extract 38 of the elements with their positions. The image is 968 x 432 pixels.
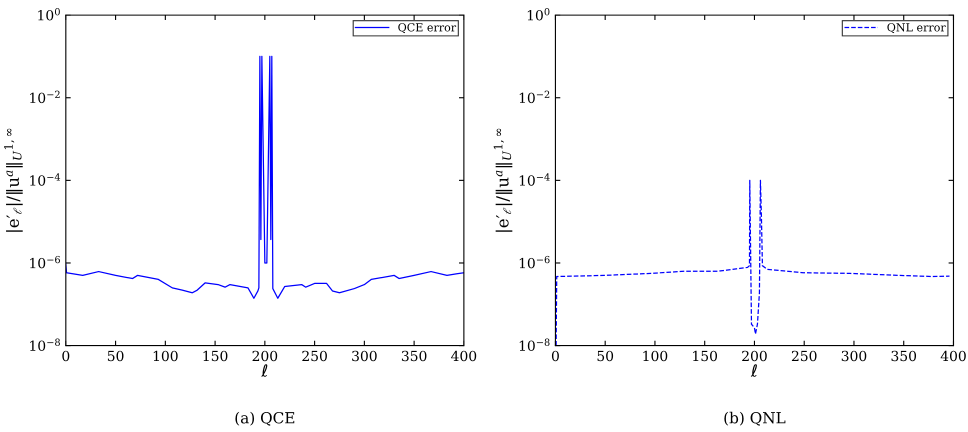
x-tick-label: 0 — [552, 350, 559, 362]
y-tick-label: 10$^{−2}$ — [30, 90, 60, 104]
line-series — [556, 180, 950, 346]
legend-label: QCE error — [398, 23, 456, 34]
x-tick-label: 300 — [352, 350, 377, 362]
x-tick-label: 150 — [693, 350, 718, 362]
x-tick-label: 150 — [204, 350, 228, 362]
x-tick-label: 100 — [643, 350, 668, 362]
text: (a) QCE — [235, 412, 294, 426]
x-tick-label: 400 — [451, 350, 476, 362]
x-tick-label: 200 — [742, 350, 767, 362]
x-tick-label: 0 — [62, 350, 70, 362]
y-tick-label: 10$^{0}$ — [38, 8, 60, 20]
x-tick-label: 350 — [402, 350, 426, 362]
y-tick-label: 10$^{−6}$ — [30, 256, 60, 268]
x-tick-label: 100 — [154, 350, 178, 362]
y-axis-title: |e′$_{ℓ}$|/‖u$^{a}$‖$_{U}$$^{1,∞}$ — [494, 128, 512, 232]
x-tick-label: 50 — [108, 350, 124, 362]
x-tick-label: 50 — [598, 350, 614, 362]
y-tick-label: 10$^{−6}$ — [520, 256, 550, 268]
line-series — [66, 56, 464, 299]
x-tick-label: 300 — [842, 350, 866, 362]
legend-label: QNL error — [887, 23, 946, 34]
x-tick-label: 350 — [892, 350, 916, 362]
y-tick-label: 10$^{−2}$ — [520, 90, 550, 104]
y-tick-label: 10$^{−8}$ — [30, 338, 60, 351]
x-axis-title: ℓ — [261, 364, 268, 377]
text: (b) QNL — [724, 412, 786, 426]
x-tick-label: 200 — [252, 350, 278, 362]
y-tick-label: 10$^{−4}$ — [520, 173, 550, 186]
x-axis-title: ℓ — [750, 364, 757, 377]
x-tick-label: 250 — [302, 350, 327, 362]
y-tick-label: 10$^{−4}$ — [30, 173, 60, 186]
y-tick-label: 10$^{0}$ — [528, 8, 550, 20]
x-tick-label: 250 — [792, 350, 817, 362]
y-axis-title: |e′$_{ℓ}$|/‖u$^{a}$‖$_{U}$$^{1,∞}$ — [4, 128, 23, 232]
y-tick-label: 10$^{−8}$ — [520, 338, 550, 351]
x-tick-label: 400 — [940, 350, 966, 362]
